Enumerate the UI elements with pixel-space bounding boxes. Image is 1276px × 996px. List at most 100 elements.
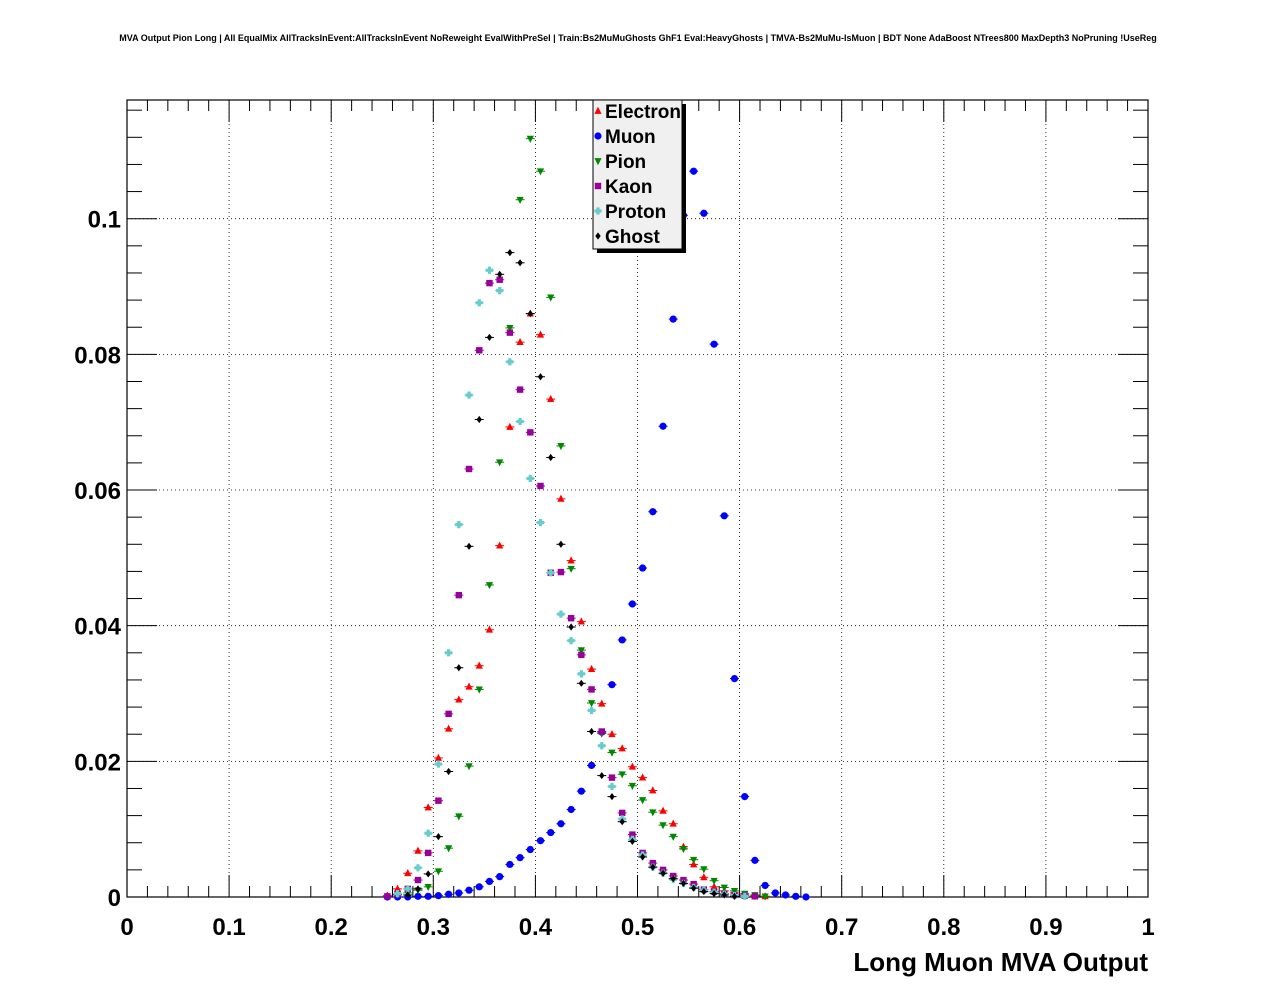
data-point: [587, 700, 596, 708]
x-tick-labels: 0 0.1 0.2 0.3 0.4 0.5 0.6 0.7 0.8 0.9 1: [120, 914, 1154, 941]
data-point: [435, 833, 442, 841]
data-point: [404, 869, 412, 877]
legend-marker: [594, 207, 602, 215]
series-ghost: [403, 249, 739, 900]
data-point: [721, 891, 727, 899]
data-point: [598, 699, 606, 707]
data-point: [802, 893, 810, 901]
x-tick-label: 0.5: [621, 914, 654, 941]
data-point: [455, 521, 463, 529]
data-point: [445, 649, 453, 657]
legend-label: Kaon: [605, 177, 653, 198]
data-point: [567, 556, 575, 564]
x-tick-label: 0.4: [519, 914, 553, 941]
data-point: [700, 866, 708, 874]
legend-label: Pion: [605, 152, 646, 173]
data-point: [496, 287, 504, 295]
data-point: [527, 429, 534, 436]
data-point: [639, 773, 647, 781]
data-point: [496, 276, 503, 283]
y-tick-label: 0.06: [74, 478, 121, 505]
y-tick-label: 0.1: [88, 207, 121, 234]
data-point: [526, 135, 534, 143]
data-point: [547, 569, 555, 577]
data-point: [506, 325, 514, 333]
data-point: [669, 819, 677, 827]
data-point: [506, 860, 514, 869]
data-point: [455, 695, 463, 703]
data-point: [445, 724, 453, 732]
y-tick-label: 0.02: [74, 749, 121, 776]
data-point: [618, 809, 626, 817]
data-point: [465, 682, 473, 690]
data-point: [424, 883, 432, 892]
x-tick-label: 0.3: [417, 914, 450, 941]
data-point: [751, 856, 759, 864]
data-point: [629, 831, 636, 838]
data-point: [393, 884, 402, 892]
data-point: [496, 270, 503, 278]
data-point: [475, 299, 483, 307]
legend-label: Proton: [605, 202, 666, 223]
data-point: [700, 209, 708, 217]
data-point: [424, 892, 432, 900]
data-point: [660, 869, 666, 877]
data-point: [434, 753, 443, 761]
data-point: [587, 706, 596, 715]
data-point: [475, 883, 483, 891]
data-point: [557, 610, 565, 618]
data-point: [475, 686, 483, 694]
data-point: [608, 774, 616, 781]
data-point: [730, 674, 739, 683]
data-point: [496, 541, 504, 549]
data-point: [588, 686, 595, 693]
data-point: [404, 885, 412, 893]
legend-marker: [595, 232, 601, 240]
data-point: [516, 337, 524, 346]
data-point: [618, 771, 626, 779]
legend-item-muon: Muon: [594, 127, 656, 148]
data-point: [649, 859, 657, 867]
data-point: [445, 890, 453, 898]
data-point: [424, 849, 432, 857]
data-point: [567, 615, 575, 622]
data-point: [710, 340, 718, 348]
data-point: [761, 881, 769, 890]
data-point: [506, 358, 514, 366]
data-point: [526, 474, 534, 483]
x-tick-label: 0.1: [212, 914, 245, 941]
data-point: [424, 829, 432, 837]
data-point: [639, 564, 647, 572]
y-tick-label: 0.08: [74, 342, 121, 369]
data-point: [741, 793, 749, 801]
data-point: [558, 540, 564, 548]
data-point: [731, 892, 738, 900]
data-point: [720, 884, 728, 892]
legend-item-proton: Proton: [594, 202, 666, 223]
legend-box: [592, 99, 683, 250]
data-point: [567, 805, 575, 814]
data-point: [649, 786, 657, 794]
data-point: [577, 670, 585, 678]
x-axis-label: Long Muon MVA Output: [853, 947, 1148, 977]
data-point: [608, 749, 616, 757]
data-point: [465, 886, 473, 894]
data-point: [526, 845, 534, 854]
data-point: [393, 890, 402, 898]
data-point: [619, 818, 625, 826]
data-point: [415, 885, 421, 893]
data-point: [548, 453, 554, 462]
legend-marker: [594, 182, 602, 190]
data-point: [567, 637, 575, 645]
data-point: [414, 876, 422, 884]
data-point: [496, 873, 504, 881]
data-point: [608, 681, 616, 689]
data-point: [455, 813, 463, 821]
data-point: [536, 837, 545, 845]
legend-marker: [594, 132, 602, 140]
y-tick-labels: 0 0.02 0.04 0.06 0.08 0.1: [74, 207, 121, 912]
data-point: [547, 394, 555, 403]
data-point: [650, 863, 656, 871]
data-point: [435, 797, 442, 804]
